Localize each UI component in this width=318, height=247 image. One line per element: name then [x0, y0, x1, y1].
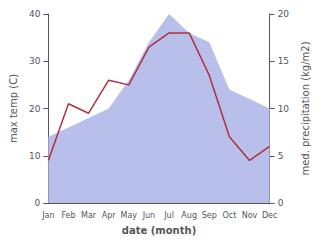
- svg-text:date (month): date (month): [122, 225, 196, 236]
- svg-text:May: May: [121, 211, 138, 220]
- svg-text:Apr: Apr: [102, 211, 117, 220]
- svg-text:20: 20: [278, 9, 290, 19]
- svg-text:30: 30: [29, 56, 41, 66]
- svg-text:15: 15: [278, 56, 289, 66]
- svg-text:Dec: Dec: [262, 211, 277, 220]
- svg-text:40: 40: [29, 9, 41, 19]
- svg-text:Aug: Aug: [181, 211, 197, 220]
- svg-text:10: 10: [29, 151, 41, 161]
- svg-text:Mar: Mar: [81, 211, 97, 220]
- svg-text:20: 20: [29, 104, 41, 114]
- svg-text:Feb: Feb: [61, 211, 75, 220]
- svg-text:Jun: Jun: [142, 211, 156, 220]
- svg-text:0: 0: [278, 198, 284, 208]
- svg-text:max temp (C): max temp (C): [8, 74, 19, 143]
- svg-text:0: 0: [35, 198, 41, 208]
- svg-text:5: 5: [278, 151, 284, 161]
- svg-text:med. precipitation (kg/m2): med. precipitation (kg/m2): [300, 41, 311, 175]
- svg-text:Jul: Jul: [163, 211, 174, 220]
- svg-text:Oct: Oct: [222, 211, 236, 220]
- svg-text:Sep: Sep: [202, 211, 217, 220]
- svg-text:Jan: Jan: [41, 211, 54, 220]
- svg-text:10: 10: [278, 104, 290, 114]
- svg-text:Nov: Nov: [242, 211, 258, 220]
